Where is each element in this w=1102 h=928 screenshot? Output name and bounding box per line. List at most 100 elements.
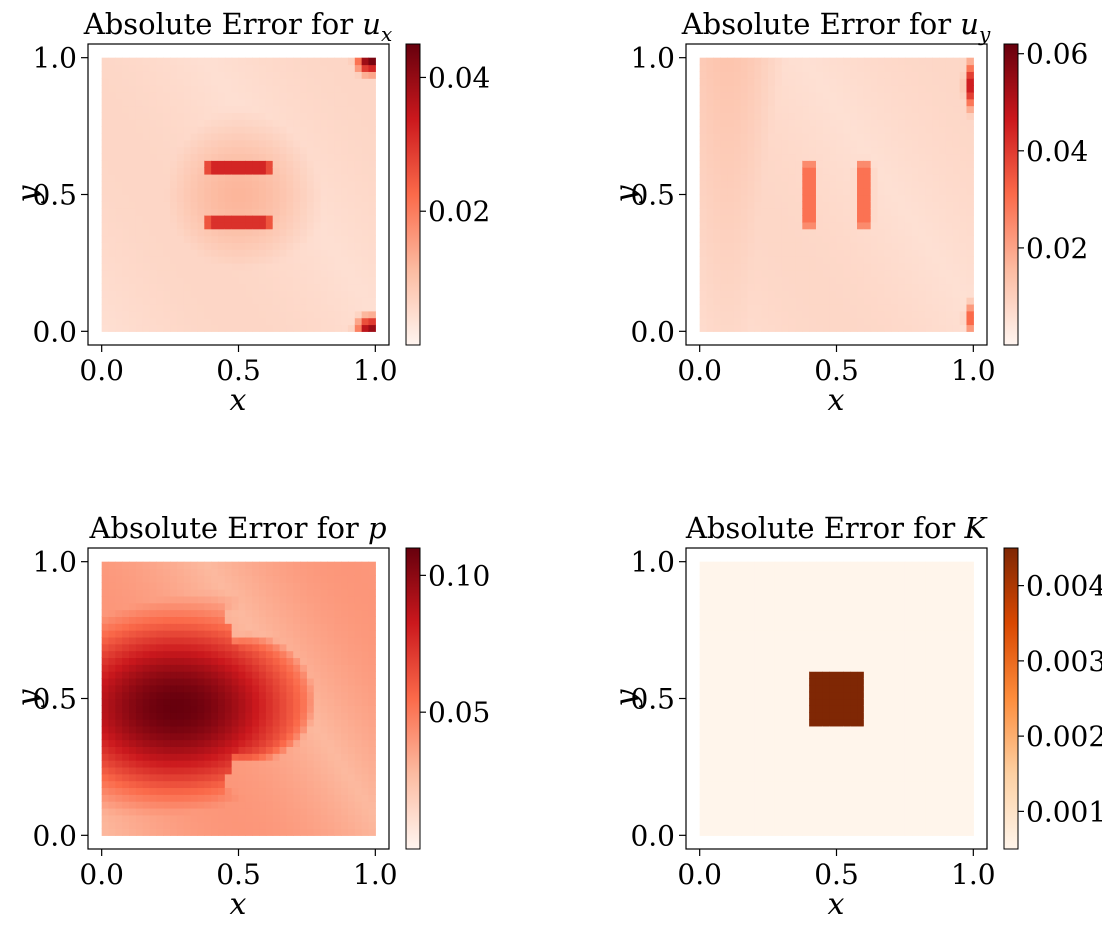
heatmap-cell — [836, 187, 844, 196]
heatmap-cell — [300, 760, 308, 768]
heatmap-cell — [313, 215, 322, 223]
heatmap-cell — [706, 173, 714, 182]
heatmap-cell — [183, 303, 192, 312]
heatmap-cell — [699, 317, 708, 326]
heatmap-cell — [211, 105, 219, 114]
heatmap-cell — [183, 801, 192, 809]
heatmap-cell — [884, 221, 892, 230]
heatmap-cell — [211, 85, 219, 93]
heatmap-cell — [272, 616, 281, 624]
heatmap-cell — [122, 705, 130, 713]
heatmap-cell — [788, 85, 797, 93]
heatmap-cell — [774, 71, 783, 79]
heatmap-cell — [945, 310, 954, 319]
heatmap-cell — [217, 766, 226, 775]
heatmap-cell — [252, 146, 260, 155]
heatmap-cell — [238, 297, 246, 305]
heatmap-cell — [918, 112, 927, 120]
heatmap-cell — [727, 283, 735, 291]
heatmap-cell — [306, 221, 315, 230]
heatmap-cell — [293, 773, 301, 782]
heatmap-cell — [774, 132, 783, 141]
heatmap-cell — [768, 180, 776, 189]
heatmap-cell — [815, 119, 824, 127]
heatmap-cell — [245, 324, 253, 332]
heatmap-cell — [163, 677, 171, 686]
heatmap-cell — [347, 719, 356, 727]
heatmap-cell — [190, 317, 199, 326]
heatmap-cell — [313, 187, 322, 196]
heatmap-cell — [334, 57, 342, 66]
heatmap-cell — [795, 126, 803, 134]
heatmap-cell — [190, 636, 199, 645]
heatmap-cell — [781, 85, 790, 93]
heatmap-cell — [272, 801, 281, 809]
heatmap-cell — [108, 602, 116, 611]
heatmap-cell — [204, 650, 212, 659]
heatmap-cell — [327, 119, 335, 127]
heatmap-cell — [293, 160, 301, 168]
heatmap-cell — [740, 187, 749, 196]
heatmap-cell — [327, 739, 335, 747]
heatmap-cell — [231, 773, 240, 782]
heatmap-cell — [713, 712, 721, 720]
heatmap-cell — [115, 705, 123, 713]
heatmap-cell — [129, 575, 137, 583]
heatmap-cell — [925, 317, 933, 326]
heatmap-cell — [224, 609, 233, 618]
heatmap-cell — [795, 276, 803, 285]
heatmap-cell — [149, 269, 158, 278]
heatmap-cell — [176, 303, 185, 312]
heatmap-cell — [368, 269, 376, 278]
heatmap-cell — [101, 602, 110, 611]
heatmap-cell — [313, 303, 322, 312]
heatmap-cell — [156, 91, 164, 100]
heatmap-cell — [884, 180, 892, 189]
heatmap-cell — [211, 173, 219, 182]
heatmap-cell — [733, 91, 742, 100]
heatmap-cell — [135, 201, 144, 209]
heatmap-cell — [341, 698, 349, 706]
heatmap-cell — [108, 57, 116, 66]
heatmap-cell — [224, 201, 233, 209]
heatmap-cell — [149, 256, 158, 264]
heatmap-cell — [870, 132, 879, 141]
heatmap-cell — [252, 78, 260, 86]
heatmap-cell — [313, 595, 322, 604]
heatmap-cell — [183, 671, 192, 679]
heatmap-cell — [327, 324, 335, 332]
heatmap-cell — [265, 160, 274, 168]
heatmap-cell — [211, 698, 219, 706]
heatmap-cell — [959, 235, 968, 243]
heatmap-cell — [183, 657, 192, 665]
heatmap-cell — [706, 235, 714, 243]
heatmap-cell — [870, 215, 879, 223]
heatmap-cell — [761, 91, 769, 100]
heatmap-cell — [272, 235, 281, 243]
heatmap-cell — [699, 760, 708, 768]
heatmap-cell — [863, 249, 872, 257]
heatmap-cell — [115, 317, 123, 326]
heatmap-cell — [713, 78, 721, 86]
heatmap-cell — [204, 71, 212, 79]
heatmap-cell — [149, 167, 158, 175]
heatmap-cell — [699, 98, 708, 107]
heatmap-cell — [781, 194, 790, 202]
heatmap-cell — [259, 208, 267, 216]
heatmap-cell — [252, 310, 260, 319]
heatmap-cell — [163, 732, 171, 741]
heatmap-cell — [156, 276, 164, 285]
heatmap-cell — [293, 290, 301, 298]
heatmap-cell — [183, 146, 192, 155]
heatmap-cell — [183, 132, 192, 141]
heatmap-cell — [238, 71, 246, 79]
heatmap-cell — [706, 91, 714, 100]
heatmap-cell — [870, 105, 879, 114]
heatmap-cell — [368, 732, 376, 741]
heatmap-cell — [768, 283, 776, 291]
heatmap-cell — [265, 112, 274, 120]
heatmap-cell — [313, 609, 322, 618]
heatmap-cell — [706, 630, 714, 638]
heatmap-cell — [822, 201, 831, 209]
heatmap-cell — [122, 57, 130, 66]
